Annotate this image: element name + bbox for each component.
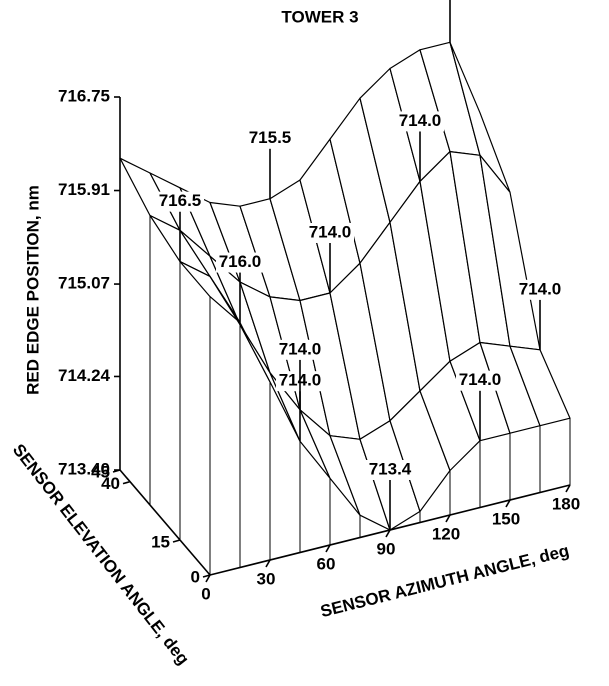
x-tick-label: 0	[201, 584, 210, 603]
annotation-bg	[276, 339, 324, 360]
x-tick-label: 150	[492, 509, 520, 528]
y-tick-label: 45	[91, 462, 110, 481]
y-tick-label: 40	[101, 474, 120, 493]
x-tick	[265, 559, 271, 568]
annotation-bg	[516, 279, 564, 300]
annotation: 714.0	[459, 370, 502, 389]
x-tick	[445, 514, 451, 523]
annotation-bg	[456, 370, 504, 391]
annotation-bg	[366, 460, 414, 480]
x-axis-label: SENSOR AZIMUTH ANGLE, deg	[318, 541, 571, 621]
annotation-bg	[396, 111, 444, 132]
y-tick	[112, 469, 121, 473]
x-tick	[565, 484, 571, 493]
z-tick-label: 716.75	[58, 86, 110, 105]
y-tick-label: 0	[191, 567, 200, 586]
z-tick-label: 715.91	[58, 180, 110, 199]
x-tick-label: 30	[257, 569, 276, 588]
annotation: 714.0	[399, 111, 442, 130]
annotation: 716.0	[219, 252, 262, 271]
annotation: 715.5	[249, 128, 292, 147]
z-axis-label: RED EDGE POSITION, nm	[23, 185, 42, 395]
annotation-bg	[156, 191, 204, 212]
annotation-bg	[216, 252, 264, 273]
y-tick	[172, 539, 181, 543]
x-tick	[385, 529, 391, 538]
z-tick-label: 714.24	[58, 366, 111, 385]
y-axis-line	[119, 469, 211, 576]
z-tick-label: 713.40	[58, 459, 110, 478]
annotation-bg	[246, 128, 294, 149]
annotation: 713.4	[369, 459, 412, 478]
x-tick-label: 180	[552, 494, 580, 513]
annotation: 714.0	[309, 222, 352, 241]
chart-title: TOWER 3	[281, 7, 358, 26]
x-tick	[205, 574, 211, 583]
x-tick-label: 120	[432, 524, 460, 543]
annotation-bg	[306, 222, 354, 243]
x-tick-label: 90	[377, 539, 396, 558]
x-tick	[505, 499, 511, 508]
y-tick	[202, 574, 211, 578]
annotation: 714.0	[519, 279, 562, 298]
annotation: 714.0	[279, 339, 322, 358]
x-tick-label: 60	[317, 554, 336, 573]
surface-cell	[509, 345, 571, 427]
x-tick	[325, 544, 331, 553]
z-tick-label: 715.07	[58, 274, 110, 293]
y-tick-label: 15	[151, 532, 170, 551]
annotation: 716.5	[159, 191, 202, 210]
y-tick	[122, 480, 131, 485]
